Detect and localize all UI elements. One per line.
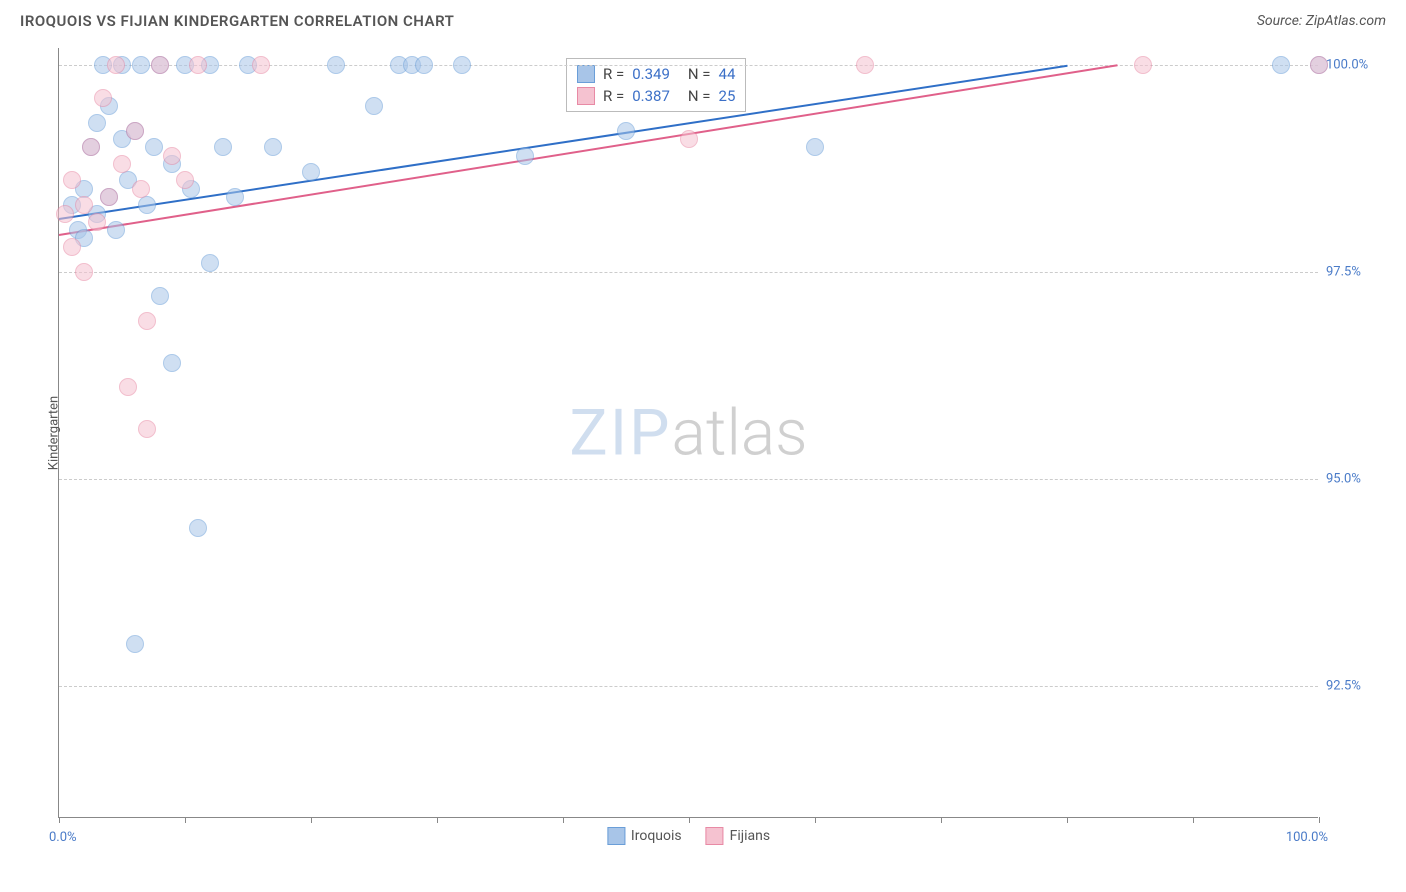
legend-swatch [577,65,595,83]
x-tick [563,817,564,823]
watermark: ZIPatlas [569,395,807,470]
scatter-point [151,56,169,74]
y-tick-label: 97.5% [1326,264,1376,279]
x-axis-label-max: 100.0% [1286,830,1328,845]
scatter-point [132,56,150,74]
scatter-point [75,263,93,281]
scatter-point [201,254,219,272]
chart-source: Source: ZipAtlas.com [1257,13,1386,29]
legend-r-value: 0.349 [632,65,670,83]
scatter-point [88,213,106,231]
scatter-point [327,56,345,74]
legend-bottom: Iroquois Fijians [607,827,770,845]
scatter-point [126,122,144,140]
scatter-point [82,138,100,156]
legend-r-value: 0.387 [632,87,670,105]
scatter-point [88,114,106,132]
scatter-point [1134,56,1152,74]
scatter-point [63,238,81,256]
legend-r-label: R = [603,65,624,83]
legend-stats-row: R = 0.349 N = 44 [577,63,735,85]
x-tick [59,817,60,823]
y-tick-label: 100.0% [1326,57,1376,72]
scatter-point [252,56,270,74]
scatter-point [1272,56,1290,74]
scatter-point [107,56,125,74]
scatter-point [806,138,824,156]
legend-n-value: 25 [719,87,736,105]
legend-swatch [577,87,595,105]
scatter-point [94,89,112,107]
x-tick [1319,817,1320,823]
scatter-point [126,635,144,653]
scatter-point [680,130,698,148]
scatter-point [138,420,156,438]
chart-title: IROQUOIS VS FIJIAN KINDERGARTEN CORRELAT… [20,12,454,30]
scatter-point [1310,56,1328,74]
legend-n-label: N = [688,65,711,83]
x-tick [311,817,312,823]
legend-item: Fijians [706,827,770,845]
y-tick-label: 92.5% [1326,678,1376,693]
scatter-point [264,138,282,156]
scatter-point [107,221,125,239]
plot-area: ZIPatlas Kindergarten 0.0% 100.0% Iroquo… [58,48,1318,818]
scatter-point [516,147,534,165]
x-tick [1067,817,1068,823]
scatter-point [617,122,635,140]
scatter-point [226,188,244,206]
x-axis-label-min: 0.0% [49,830,77,845]
legend-item: Iroquois [607,827,682,845]
x-tick [815,817,816,823]
scatter-point [138,196,156,214]
legend-n-label: N = [688,87,711,105]
gridline [59,272,1318,273]
scatter-point [113,155,131,173]
scatter-point [100,188,118,206]
scatter-point [163,354,181,372]
gridline [59,686,1318,687]
scatter-point [138,312,156,330]
x-tick [689,817,690,823]
chart-container: ZIPatlas Kindergarten 0.0% 100.0% Iroquo… [58,48,1378,838]
scatter-point [189,56,207,74]
scatter-point [63,171,81,189]
scatter-point [119,378,137,396]
scatter-point [163,147,181,165]
gridline [59,479,1318,480]
trendline [59,65,1067,220]
x-tick [941,817,942,823]
watermark-zip: ZIP [569,395,671,470]
scatter-point [75,196,93,214]
legend-stats-box: R = 0.349 N = 44 R = 0.387 N = 25 [566,58,746,112]
y-tick-label: 95.0% [1326,471,1376,486]
legend-label: Iroquois [631,828,682,844]
legend-label: Fijians [730,828,770,844]
y-axis-label: Kindergarten [47,395,62,469]
scatter-point [132,180,150,198]
chart-header: IROQUOIS VS FIJIAN KINDERGARTEN CORRELAT… [0,0,1406,38]
scatter-point [453,56,471,74]
legend-swatch [706,827,724,845]
legend-swatch [607,827,625,845]
x-tick [185,817,186,823]
scatter-point [365,97,383,115]
legend-stats-row: R = 0.387 N = 25 [577,85,735,107]
scatter-point [145,138,163,156]
scatter-point [302,163,320,181]
x-tick [437,817,438,823]
scatter-point [176,171,194,189]
watermark-atlas: atlas [672,395,808,470]
scatter-point [415,56,433,74]
scatter-point [56,205,74,223]
x-tick [1193,817,1194,823]
scatter-point [189,519,207,537]
legend-r-label: R = [603,87,624,105]
legend-n-value: 44 [719,65,736,83]
scatter-point [151,287,169,305]
scatter-point [856,56,874,74]
scatter-point [214,138,232,156]
